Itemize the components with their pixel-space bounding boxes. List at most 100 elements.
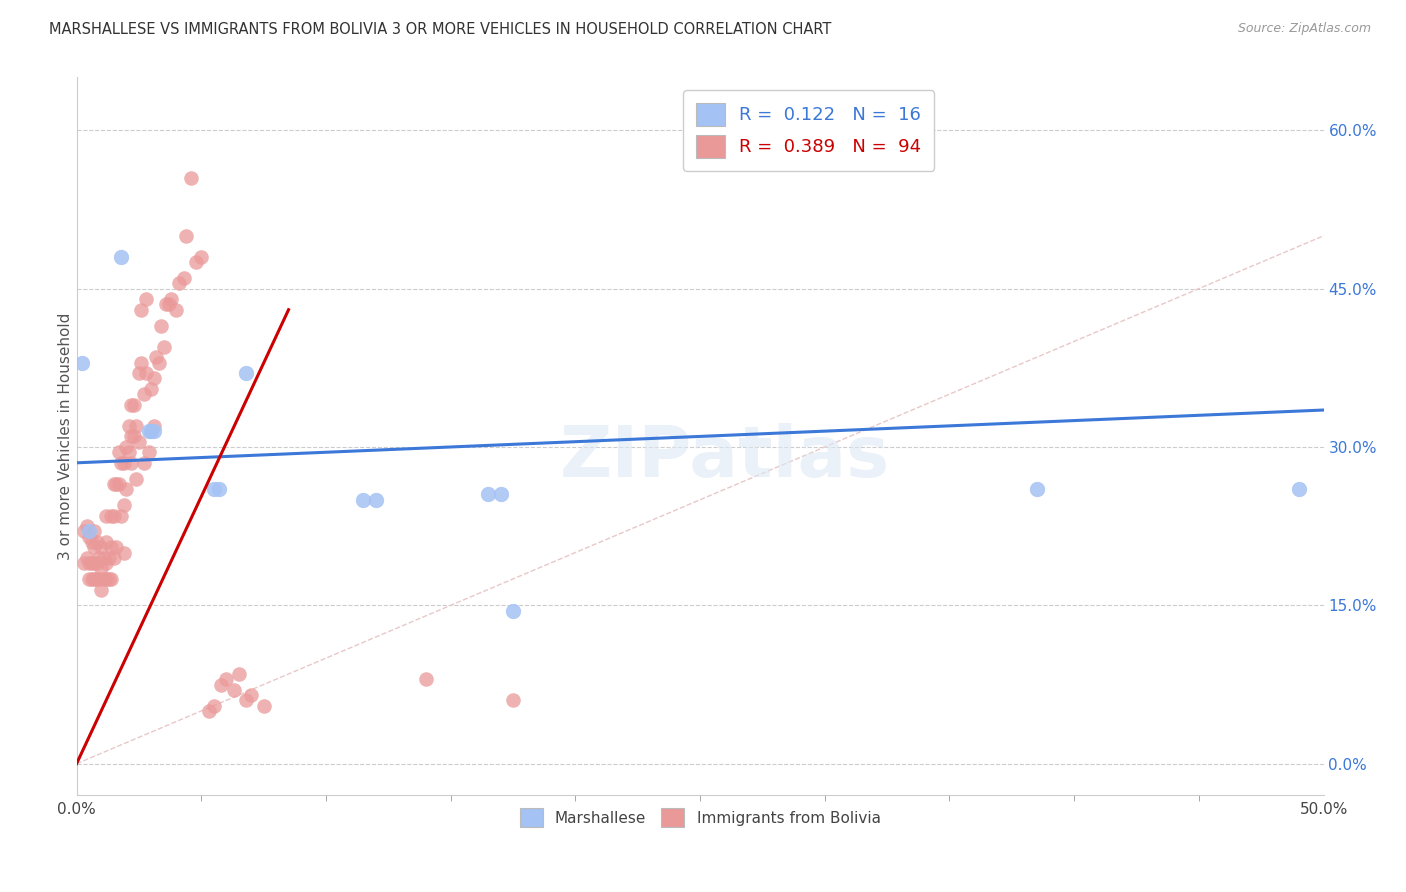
Point xyxy=(173,271,195,285)
Point xyxy=(110,456,132,470)
Point xyxy=(80,535,103,549)
Point xyxy=(160,292,183,306)
Point xyxy=(477,487,499,501)
Point xyxy=(80,572,103,586)
Point xyxy=(132,456,155,470)
Point xyxy=(83,541,105,555)
Point xyxy=(90,541,112,555)
Point xyxy=(96,508,118,523)
Point xyxy=(209,677,232,691)
Point xyxy=(77,572,100,586)
Point xyxy=(105,541,128,555)
Point xyxy=(202,482,225,496)
Point xyxy=(112,545,135,559)
Y-axis label: 3 or more Vehicles in Household: 3 or more Vehicles in Household xyxy=(58,313,73,560)
Point xyxy=(87,550,110,565)
Point xyxy=(138,424,160,438)
Point xyxy=(90,582,112,597)
Point xyxy=(108,445,131,459)
Point xyxy=(142,418,165,433)
Point xyxy=(141,382,163,396)
Text: MARSHALLESE VS IMMIGRANTS FROM BOLIVIA 3 OR MORE VEHICLES IN HOUSEHOLD CORRELATI: MARSHALLESE VS IMMIGRANTS FROM BOLIVIA 3… xyxy=(49,22,831,37)
Point xyxy=(86,535,108,549)
Point xyxy=(155,297,177,311)
Point xyxy=(80,556,103,570)
Point xyxy=(222,682,245,697)
Point xyxy=(70,355,93,369)
Point xyxy=(128,366,150,380)
Point xyxy=(131,355,153,369)
Point xyxy=(215,672,238,686)
Point xyxy=(73,524,96,539)
Point xyxy=(135,292,157,306)
Point xyxy=(240,688,263,702)
Point xyxy=(77,530,100,544)
Point xyxy=(1025,482,1047,496)
Point xyxy=(202,698,225,713)
Point xyxy=(118,445,141,459)
Point xyxy=(197,704,219,718)
Point xyxy=(142,424,165,438)
Point xyxy=(122,398,145,412)
Point xyxy=(98,572,121,586)
Point xyxy=(120,398,142,412)
Point xyxy=(128,434,150,449)
Point xyxy=(174,228,197,243)
Point xyxy=(125,472,148,486)
Point xyxy=(120,456,142,470)
Point xyxy=(145,350,167,364)
Point xyxy=(120,429,142,443)
Point xyxy=(77,524,100,539)
Point xyxy=(150,318,173,333)
Point xyxy=(415,672,437,686)
Point xyxy=(83,572,105,586)
Point xyxy=(98,550,121,565)
Point xyxy=(100,572,122,586)
Point xyxy=(110,508,132,523)
Point xyxy=(235,366,257,380)
Point xyxy=(190,250,212,264)
Point xyxy=(1288,482,1310,496)
Point xyxy=(118,418,141,433)
Point xyxy=(141,424,163,438)
Point xyxy=(83,556,105,570)
Point xyxy=(135,366,157,380)
Point xyxy=(141,424,163,438)
Point xyxy=(96,535,118,549)
Point xyxy=(83,524,105,539)
Point xyxy=(186,255,208,269)
Point xyxy=(73,556,96,570)
Point xyxy=(103,508,125,523)
Point xyxy=(103,550,125,565)
Point xyxy=(90,561,112,575)
Point xyxy=(110,250,132,264)
Point xyxy=(87,572,110,586)
Point xyxy=(157,297,180,311)
Point xyxy=(131,302,153,317)
Point xyxy=(352,492,374,507)
Point xyxy=(252,698,274,713)
Point xyxy=(112,456,135,470)
Point xyxy=(502,604,524,618)
Point xyxy=(86,572,108,586)
Legend: Marshallese, Immigrants from Bolivia: Marshallese, Immigrants from Bolivia xyxy=(512,800,889,834)
Point xyxy=(93,550,115,565)
Point xyxy=(132,387,155,401)
Point xyxy=(115,440,138,454)
Point xyxy=(100,508,122,523)
Point xyxy=(122,429,145,443)
Point xyxy=(125,418,148,433)
Point xyxy=(100,541,122,555)
Point xyxy=(96,556,118,570)
Point xyxy=(180,170,202,185)
Text: Source: ZipAtlas.com: Source: ZipAtlas.com xyxy=(1237,22,1371,36)
Point xyxy=(86,556,108,570)
Point xyxy=(235,693,257,707)
Point xyxy=(148,355,170,369)
Point xyxy=(165,302,187,317)
Point xyxy=(76,519,98,533)
Point xyxy=(208,482,231,496)
Point xyxy=(112,498,135,512)
Point xyxy=(364,492,387,507)
Point xyxy=(138,445,160,459)
